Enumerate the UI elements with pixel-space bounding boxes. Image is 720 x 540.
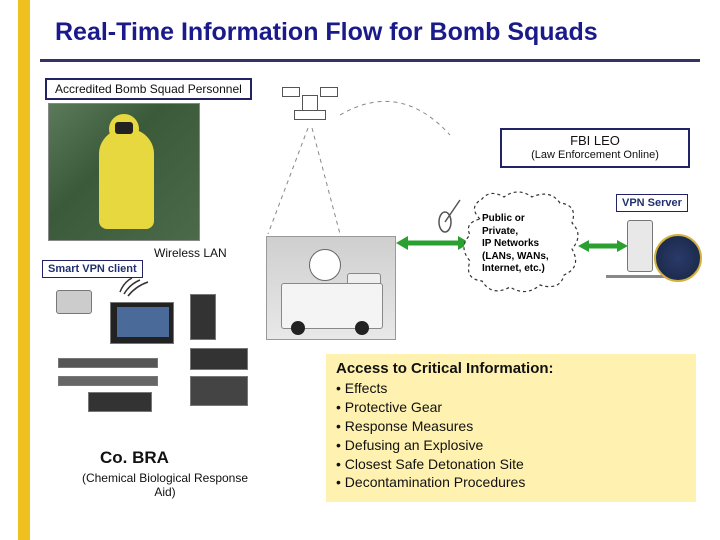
fbi-sub-text: (Law Enforcement Online) [506, 149, 684, 163]
page-title: Real-Time Information Flow for Bomb Squa… [55, 18, 598, 47]
list-item: Closest Safe Detonation Site [336, 455, 686, 474]
cloud-line: Public or [482, 213, 568, 226]
arrow-van-cloud [396, 234, 470, 257]
hazmat-figure-icon [99, 129, 154, 229]
label-vpn-server: VPN Server [616, 194, 688, 212]
network-cloud: Public or Private, IP Networks (LANs, WA… [468, 197, 580, 297]
briefcase-icon [88, 392, 152, 412]
device-icon [58, 358, 158, 368]
cobra-title: Co. BRA [100, 448, 169, 468]
label-fbi-leo: FBI LEO (Law Enforcement Online) [500, 128, 690, 168]
access-list: Effects Protective Gear Response Measure… [336, 379, 686, 492]
cloud-line: IP Networks [482, 238, 568, 251]
case-icon [190, 376, 248, 406]
accent-sidebar [18, 0, 30, 540]
cloud-line: (LANs, WANs, [482, 251, 568, 264]
cloud-line: Internet, etc.) [482, 263, 568, 276]
camera-icon [56, 290, 92, 314]
cobra-subtitle: (Chemical Biological Response Aid) [80, 471, 250, 500]
radio-icon [190, 294, 216, 340]
vpn-server-icon [627, 220, 653, 272]
list-item: Effects [336, 379, 686, 398]
list-item: Defusing an Explosive [336, 436, 686, 455]
satellite-icon [280, 75, 340, 130]
fbi-seal-icon [654, 234, 702, 282]
fbi-main-text: FBI LEO [506, 133, 684, 149]
title-underline [40, 59, 700, 62]
cobra-equipment-cluster [52, 280, 252, 420]
hazmat-visor-icon [115, 122, 133, 134]
cloud-text: Public or Private, IP Networks (LANs, WA… [482, 213, 568, 276]
list-item: Decontamination Procedures [336, 473, 686, 492]
mobile-command-van-icon [266, 236, 396, 340]
access-title: Access to Critical Information: [336, 360, 686, 377]
hazmat-photo [48, 103, 200, 241]
arrow-cloud-server [578, 238, 628, 259]
label-wireless-lan: Wireless LAN [154, 246, 227, 260]
label-accredited: Accredited Bomb Squad Personnel [45, 78, 252, 100]
device-icon [58, 376, 158, 386]
kit-icon [190, 348, 248, 370]
list-item: Response Measures [336, 417, 686, 436]
list-item: Protective Gear [336, 398, 686, 417]
access-info-panel: Access to Critical Information: Effects … [326, 354, 696, 502]
laptop-icon [110, 302, 174, 344]
cloud-line: Private, [482, 226, 568, 239]
